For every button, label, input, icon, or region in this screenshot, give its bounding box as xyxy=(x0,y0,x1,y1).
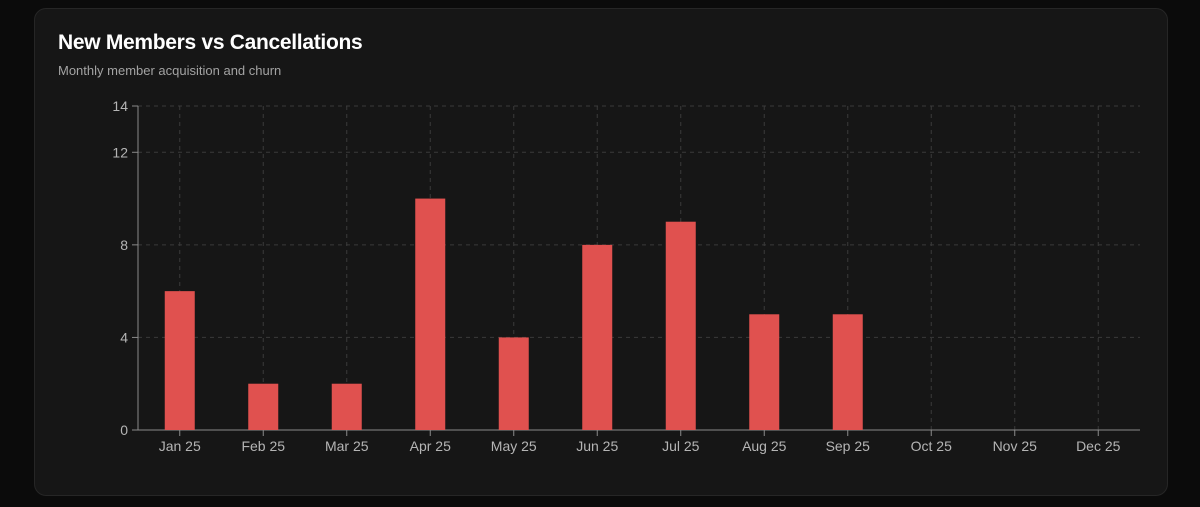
x-tick-label: May 25 xyxy=(491,438,537,454)
y-tick-label: 14 xyxy=(112,98,128,114)
x-tick-label: Jun 25 xyxy=(576,438,618,454)
bar xyxy=(832,314,863,430)
x-tick-label: Sep 25 xyxy=(826,438,871,454)
x-tick-label: Apr 25 xyxy=(410,438,451,454)
x-tick-label: Jan 25 xyxy=(159,438,201,454)
x-tick-label: Oct 25 xyxy=(911,438,952,454)
x-tick-label: Nov 25 xyxy=(993,438,1038,454)
chart-card: New Members vs Cancellations Monthly mem… xyxy=(34,8,1168,496)
bar xyxy=(665,221,696,430)
y-tick-labels: 0 4 8 12 14 xyxy=(112,98,128,438)
chart-title: New Members vs Cancellations xyxy=(58,31,363,54)
bar xyxy=(582,244,613,430)
x-tick-label: Jul 25 xyxy=(662,438,700,454)
bar xyxy=(749,314,780,430)
bar xyxy=(498,337,529,430)
x-tick-label: Aug 25 xyxy=(742,438,787,454)
bar xyxy=(415,198,446,430)
y-tick-label: 12 xyxy=(112,144,128,160)
x-tick-label: Dec 25 xyxy=(1076,438,1121,454)
y-tick-label: 0 xyxy=(120,422,128,438)
x-tick-labels: Jan 25 Feb 25 Mar 25 Apr 25 May 25 Jun 25 Jul … xyxy=(159,438,1121,454)
bar xyxy=(164,291,195,430)
axes xyxy=(132,105,1140,436)
bar xyxy=(331,383,362,430)
chart-subtitle: Monthly member acquisition and churn xyxy=(58,63,282,78)
x-tick-label: Mar 25 xyxy=(325,438,369,454)
bar xyxy=(248,383,279,430)
bars xyxy=(164,198,863,430)
x-tick-label: Feb 25 xyxy=(241,438,285,454)
y-tick-label: 4 xyxy=(120,329,128,345)
bar-chart: 0 4 8 12 14 Jan 25 Feb 25 Mar 25 Apr 25 May 25 Ju… xyxy=(112,98,1140,454)
y-tick-label: 8 xyxy=(120,237,128,253)
grid-lines xyxy=(138,105,1140,430)
